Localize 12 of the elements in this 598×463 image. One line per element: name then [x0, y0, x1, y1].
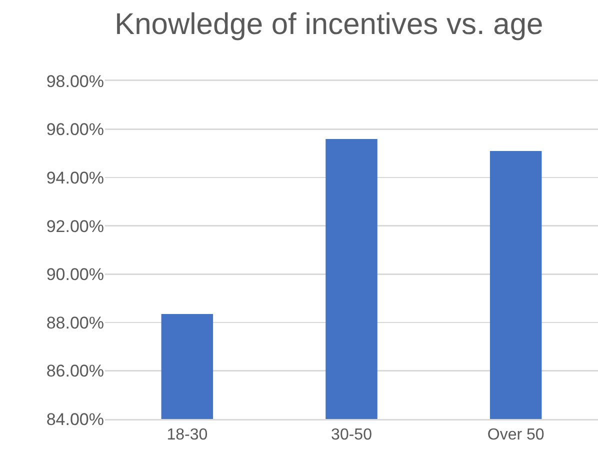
y-tick-label: 94.00%: [46, 168, 104, 188]
x-tick-label: 18-30: [166, 426, 208, 444]
y-tick-label: 96.00%: [46, 120, 104, 140]
x-tick-label: 30-50: [331, 426, 372, 444]
y-tick-label: 84.00%: [46, 410, 104, 429]
y-tick-label: 98.00%: [46, 72, 104, 91]
x-tick-label: Over 50: [487, 426, 544, 444]
y-tick-label: 92.00%: [46, 216, 104, 236]
chart-title: Knowledge of incentives vs. age: [114, 8, 544, 41]
y-tick-label: 88.00%: [46, 313, 104, 332]
y-tick-label: 86.00%: [46, 362, 104, 381]
y-tick-label: 90.00%: [46, 265, 104, 284]
